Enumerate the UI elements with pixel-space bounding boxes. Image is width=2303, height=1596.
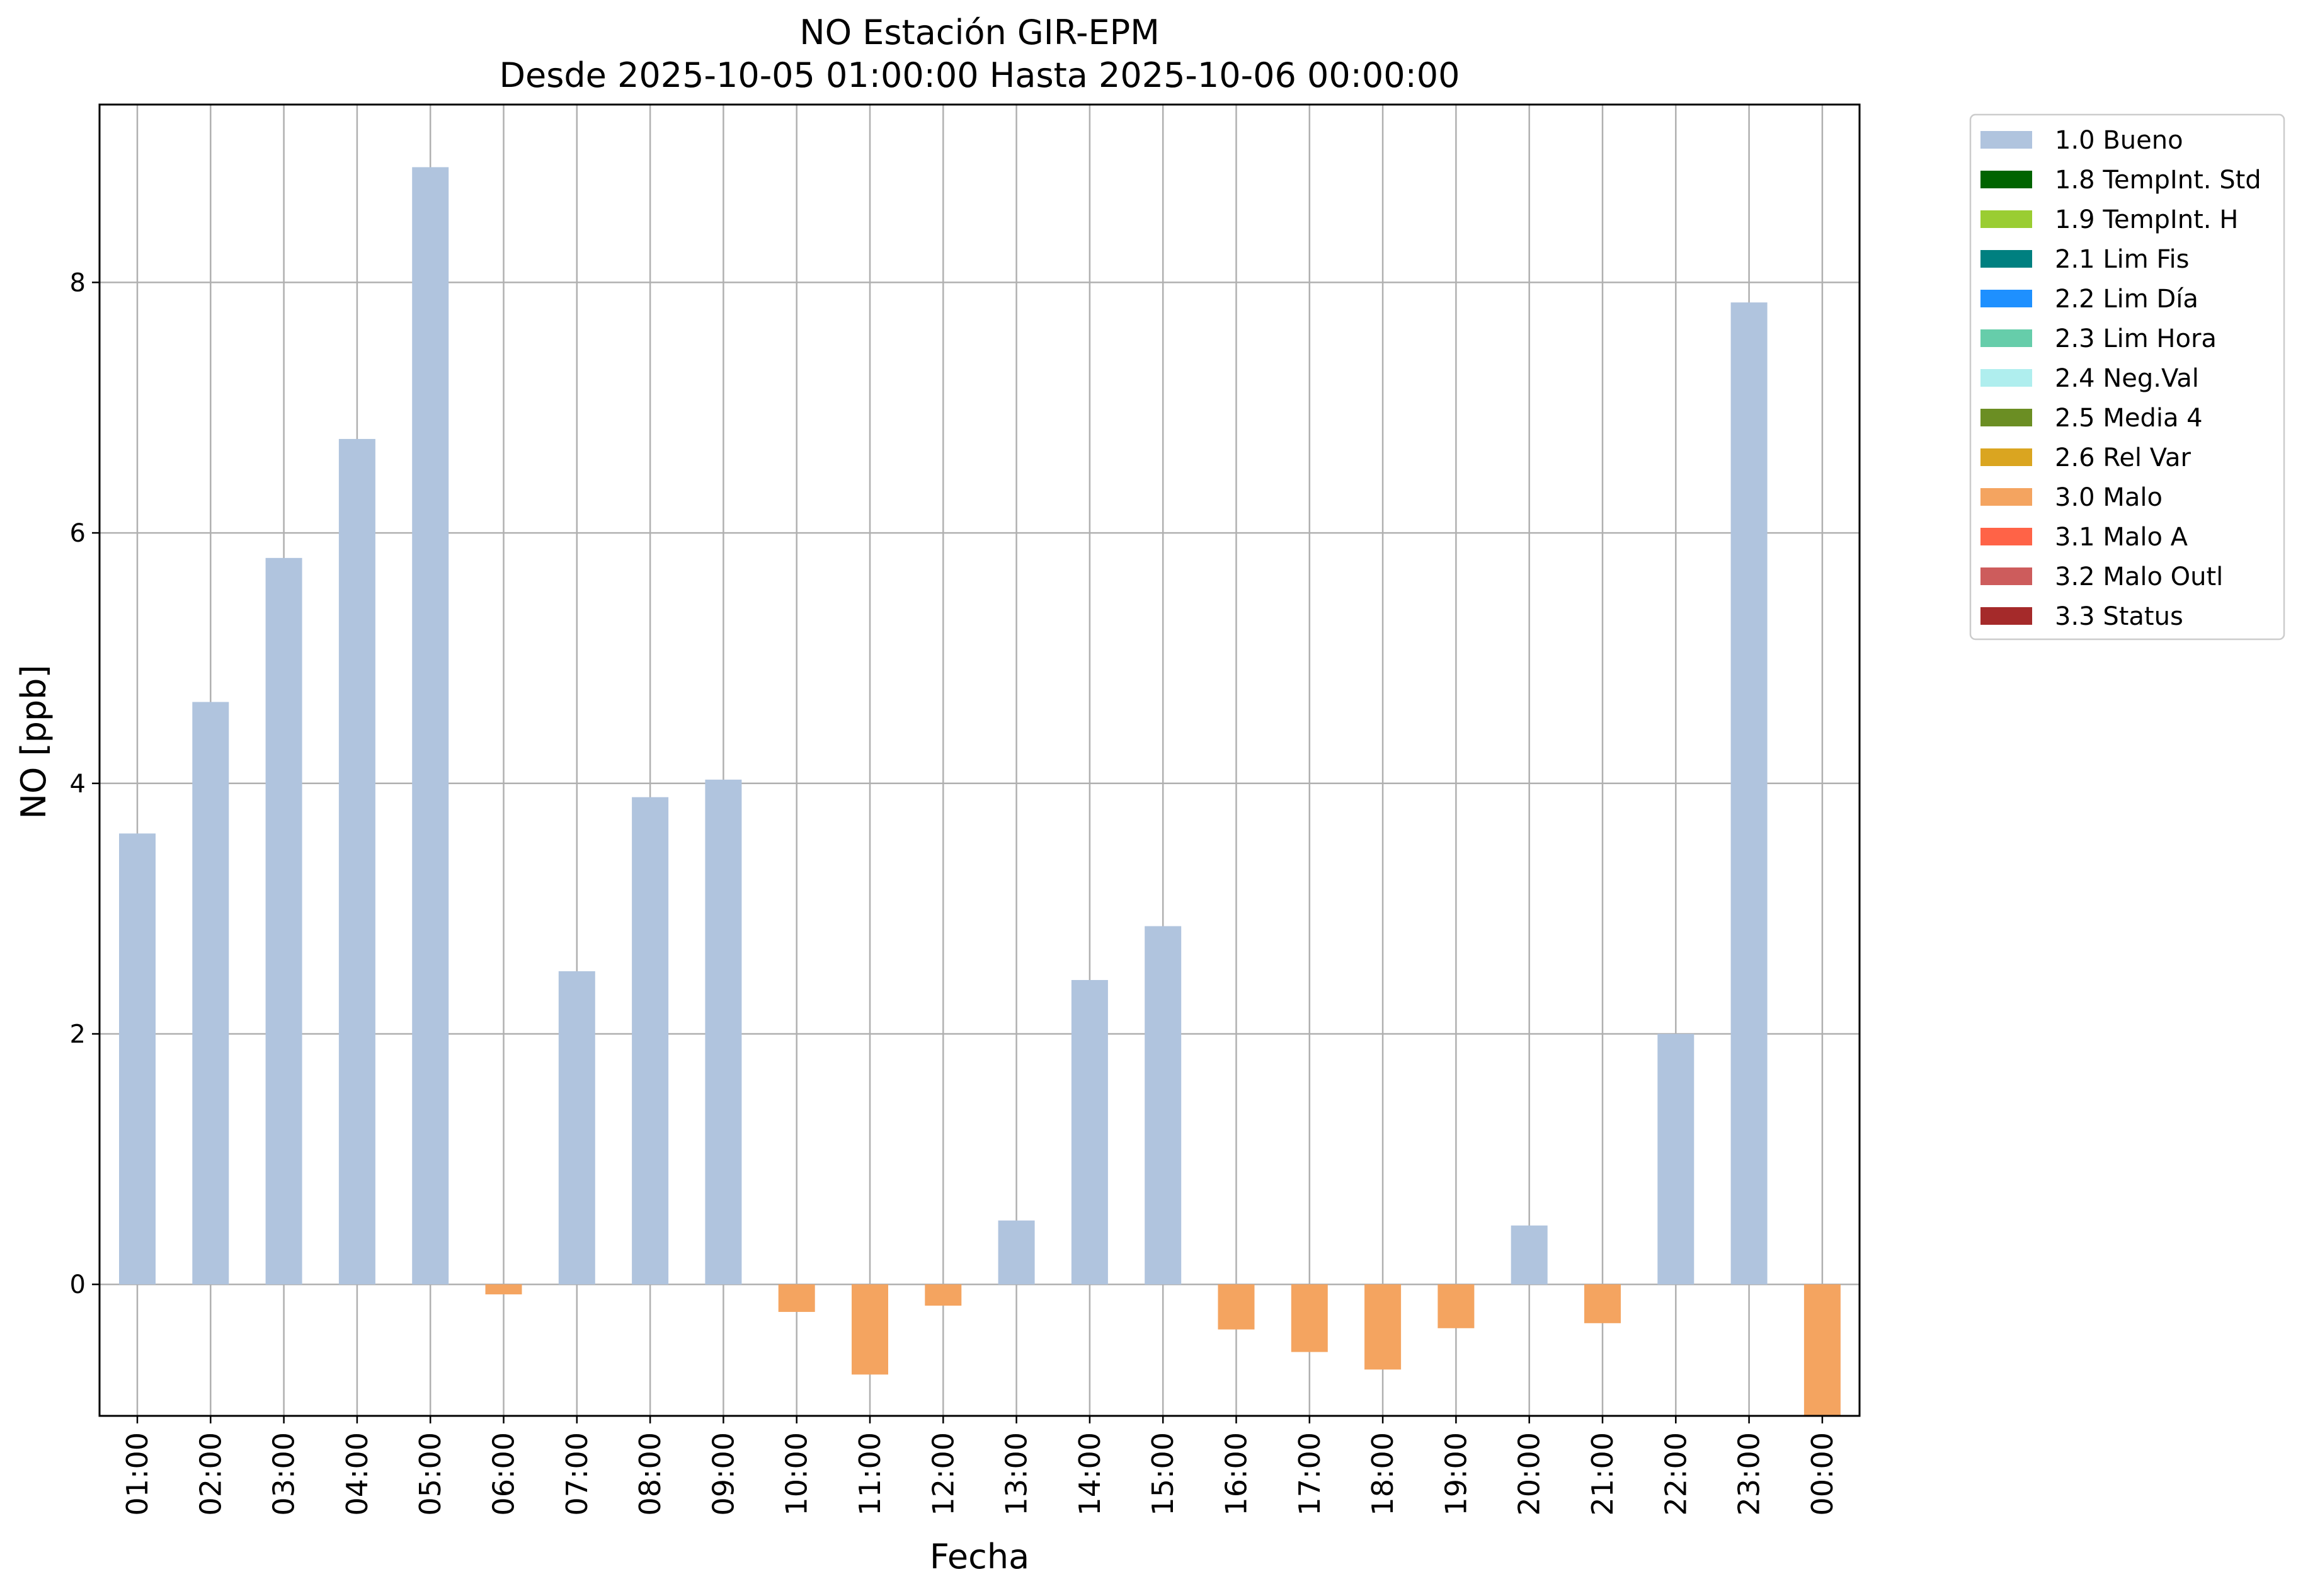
legend-swatch	[1980, 210, 2032, 228]
bar-2000	[1511, 1225, 1548, 1285]
x-axis-label: Fecha	[930, 1537, 1029, 1576]
x-tick-label: 00:00	[1805, 1432, 1839, 1516]
legend-swatch	[1980, 369, 2032, 387]
legend-swatch	[1980, 607, 2032, 625]
x-tick-label: 10:00	[780, 1432, 814, 1516]
x-tick-label: 05:00	[413, 1432, 447, 1516]
bar-0700	[558, 971, 595, 1285]
bar-0600	[485, 1284, 522, 1295]
x-tick-label: 18:00	[1366, 1432, 1400, 1516]
legend-swatch	[1980, 131, 2032, 149]
bar-1900	[1437, 1284, 1475, 1328]
x-tick-label: 07:00	[560, 1432, 594, 1516]
bar-0800	[632, 797, 669, 1285]
legend-swatch	[1980, 488, 2032, 506]
bar-1200	[925, 1284, 962, 1306]
x-tick-label: 16:00	[1220, 1432, 1254, 1516]
y-tick-label: 6	[70, 519, 86, 548]
bar-0100	[119, 833, 156, 1285]
legend-swatch	[1980, 528, 2032, 545]
y-tick-label: 8	[70, 268, 86, 297]
bar-0400	[338, 438, 375, 1285]
legend-swatch	[1980, 250, 2032, 268]
bar-2100	[1584, 1284, 1621, 1323]
x-tick-label: 23:00	[1732, 1432, 1766, 1516]
x-tick-label: 11:00	[853, 1432, 887, 1516]
x-tick-label: 09:00	[706, 1432, 740, 1516]
legend-swatch	[1980, 290, 2032, 307]
legend-label: 2.2 Lim Día	[2055, 285, 2198, 314]
legend-swatch	[1980, 567, 2032, 585]
x-tick-label: 02:00	[193, 1432, 227, 1516]
bar-0000	[1803, 1284, 1841, 1416]
bar-0300	[265, 557, 302, 1285]
legend-box	[1969, 113, 2285, 641]
legend-label: 2.1 Lim Fis	[2055, 245, 2189, 274]
legend-swatch	[1980, 171, 2032, 188]
legend-label: 2.6 Rel Var	[2055, 443, 2192, 472]
legend-label: 3.3 Status	[2055, 602, 2183, 631]
bar-1700	[1291, 1284, 1328, 1352]
bar-2300	[1730, 302, 1768, 1285]
x-tick-label: 14:00	[1073, 1432, 1107, 1516]
legend-label: 1.9 TempInt. H	[2055, 205, 2238, 234]
bar-1300	[998, 1220, 1035, 1285]
bar-1000	[778, 1284, 815, 1312]
bar-0900	[705, 779, 742, 1285]
x-tick-label: 21:00	[1586, 1432, 1620, 1516]
y-axis-label: NO [ppb]	[14, 664, 54, 819]
bars	[119, 167, 1841, 1416]
x-tick-label: 03:00	[267, 1432, 301, 1516]
tick-labels: 0 2 4 6 8 01:00 02:00 03:00 04:00 05:00 06:00 07:00…	[70, 268, 1839, 1515]
bar-1400	[1071, 979, 1108, 1285]
legend: 1.0 Bueno 1.8 TempInt. Std 1.9 TempInt. H 2…	[1969, 113, 2285, 641]
legend-label: 3.1 Malo A	[2055, 523, 2188, 552]
bar-1100	[852, 1284, 888, 1375]
legend-swatch	[1980, 409, 2032, 426]
legend-label: 1.8 TempInt. Std	[2055, 166, 2261, 195]
legend-label: 2.3 Lim Hora	[2055, 324, 2217, 353]
x-tick-label: 08:00	[633, 1432, 667, 1516]
legend-label: 2.5 Media 4	[2055, 404, 2203, 433]
legend-swatch	[1980, 329, 2032, 347]
legend-label: 3.2 Malo Outl	[2055, 562, 2223, 591]
legend-label: 2.4 Neg.Val	[2055, 364, 2199, 393]
chart-subtitle: Desde 2025-10-05 01:00:00 Hasta 2025-10-…	[499, 55, 1460, 95]
x-tick-label: 19:00	[1439, 1432, 1473, 1516]
x-tick-label: 15:00	[1146, 1432, 1180, 1516]
legend-swatch	[1980, 448, 2032, 466]
x-tick-label: 12:00	[926, 1432, 960, 1516]
bar-0200	[192, 702, 229, 1285]
bar-1500	[1145, 926, 1182, 1285]
x-tick-label: 17:00	[1293, 1432, 1327, 1516]
axes	[92, 103, 1861, 1423]
x-tick-label: 04:00	[340, 1432, 374, 1516]
plot-frame	[98, 103, 1861, 1417]
x-tick-label: 01:00	[120, 1432, 154, 1516]
legend-label: 1.0 Bueno	[2055, 126, 2183, 155]
y-tick-label: 2	[70, 1020, 86, 1049]
x-tick-label: 06:00	[487, 1432, 521, 1516]
bar-0500	[412, 167, 449, 1285]
x-tick-label: 20:00	[1512, 1432, 1546, 1516]
legend-label: 3.0 Malo	[2055, 483, 2163, 512]
bar-1600	[1218, 1284, 1255, 1330]
bar-2200	[1657, 1034, 1694, 1285]
x-tick-label: 22:00	[1659, 1432, 1693, 1516]
chart-title: NO Estación GIR-EPM	[799, 13, 1160, 52]
x-tick-label: 13:00	[1000, 1432, 1034, 1516]
y-tick-label: 4	[70, 770, 86, 799]
y-tick-label: 0	[70, 1270, 86, 1299]
bar-1800	[1364, 1284, 1402, 1370]
